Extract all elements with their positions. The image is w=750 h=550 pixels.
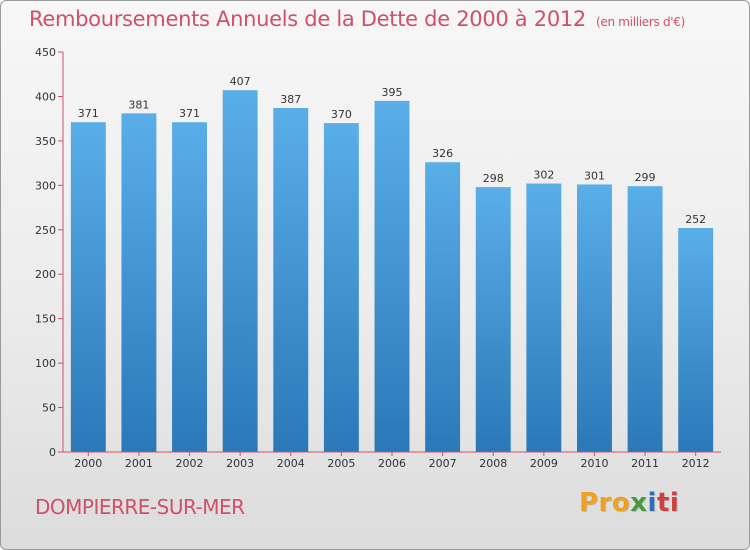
logo-part: x [630, 488, 648, 518]
bar [70, 122, 106, 452]
x-tick-label: 2003 [226, 457, 254, 470]
value-label: 298 [483, 172, 504, 185]
x-tick-label: 2006 [378, 457, 406, 470]
y-tick-label: 200 [35, 268, 56, 281]
y-tick-label: 400 [35, 90, 56, 103]
value-label: 381 [128, 98, 149, 111]
y-tick-label: 450 [35, 46, 56, 59]
x-tick-label: 2008 [479, 457, 507, 470]
value-label: 371 [78, 107, 99, 120]
bar [222, 90, 258, 452]
x-tick-label: 2012 [682, 457, 710, 470]
bar [526, 183, 562, 453]
x-tick-label: 2005 [327, 457, 355, 470]
x-tick-label: 2011 [631, 457, 659, 470]
x-tick-label: 2004 [277, 457, 305, 470]
value-label: 395 [382, 86, 403, 99]
x-tick-label: 2007 [429, 457, 457, 470]
bar [374, 100, 410, 452]
value-label: 326 [432, 147, 453, 160]
city-name: DOMPIERRE-SUR-MER [35, 495, 245, 519]
bar [475, 187, 511, 452]
value-label: 407 [230, 75, 251, 88]
y-tick-label: 250 [35, 224, 56, 237]
value-label: 302 [533, 169, 554, 182]
x-tick-label: 2000 [74, 457, 102, 470]
chart-title: Remboursements Annuels de la Dette de 20… [29, 7, 685, 31]
bar [678, 228, 714, 452]
value-label: 299 [635, 171, 656, 184]
value-label: 387 [280, 93, 301, 106]
bar [273, 108, 309, 452]
value-label: 370 [331, 108, 352, 121]
bar [425, 162, 461, 452]
logo-part: ti [656, 488, 680, 518]
x-tick-label: 2010 [580, 457, 608, 470]
bar [172, 122, 208, 452]
y-tick-label: 150 [35, 313, 56, 326]
logo-part: i [647, 488, 657, 518]
bar [576, 184, 612, 452]
y-tick-label: 350 [35, 135, 56, 148]
value-label: 252 [685, 213, 706, 226]
bar [323, 123, 359, 452]
y-tick-label: 300 [35, 179, 56, 192]
logo-part: Pro [579, 488, 631, 518]
x-tick-label: 2001 [125, 457, 153, 470]
chart-subtitle: (en milliers d'€) [596, 15, 686, 29]
y-tick-label: 0 [49, 446, 56, 459]
value-label: 301 [584, 169, 605, 182]
bar [121, 113, 157, 452]
y-tick-label: 50 [42, 402, 56, 415]
chart-title-text: Remboursements Annuels de la Dette de 20… [29, 7, 586, 31]
y-tick-label: 100 [35, 357, 56, 370]
value-label: 371 [179, 107, 200, 120]
proxiti-logo: Proxiti [579, 488, 679, 518]
x-tick-label: 2002 [176, 457, 204, 470]
bar [627, 186, 663, 452]
x-tick-label: 2009 [530, 457, 558, 470]
